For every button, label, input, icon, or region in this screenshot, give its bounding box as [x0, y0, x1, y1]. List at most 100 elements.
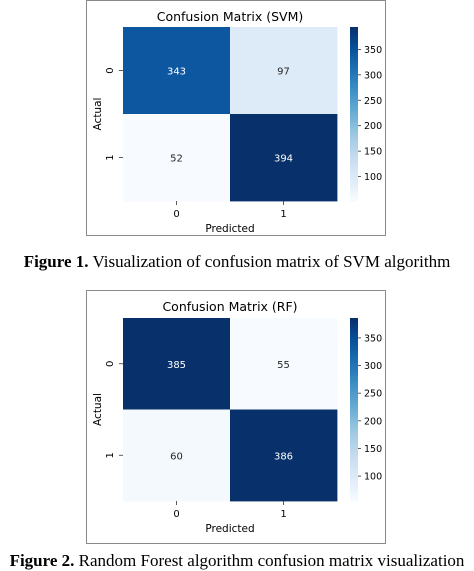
colorbar-segment: [350, 186, 358, 190]
colorbar-tick-350: 350: [364, 333, 382, 344]
colorbar-segment: [350, 491, 358, 496]
figure-2-caption: Figure 2. Random Forest algorithm confus…: [0, 551, 474, 571]
colorbar-segment: [350, 157, 358, 161]
colorbar-segment: [350, 169, 358, 173]
y-tick-label-0: 0: [105, 361, 116, 367]
x-axis-label: Predicted: [205, 223, 254, 235]
colorbar-segment: [350, 375, 358, 380]
colorbar-segment: [350, 440, 358, 444]
colorbar-segment: [350, 482, 358, 487]
cell-value-1-1: 386: [274, 451, 293, 462]
colorbar-tick-250: 250: [364, 96, 382, 107]
colorbar-tick-300: 300: [364, 70, 382, 81]
colorbar-segment: [350, 473, 358, 478]
heatmap-cell-0-1: [230, 27, 338, 115]
colorbar-segment: [350, 56, 358, 60]
svm-chart-panel: Confusion Matrix (SVM) 343 97 52 394 0 1 Predic…: [86, 0, 386, 236]
colorbar-segment: [350, 443, 358, 447]
colorbar-segment: [350, 38, 358, 42]
colorbar-segment: [350, 195, 358, 199]
chart-title: Confusion Matrix (RF): [162, 299, 297, 314]
colorbar-segment: [350, 82, 358, 86]
colorbar-tick-100: 100: [364, 472, 382, 483]
colorbar-tick-150: 150: [364, 147, 382, 158]
colorbar-segment: [350, 497, 358, 502]
colorbar-segment: [350, 174, 358, 179]
colorbar-segment: [350, 430, 358, 435]
colorbar-segment: [350, 119, 358, 124]
colorbar-segment: [350, 467, 358, 471]
colorbar-segment: [350, 93, 358, 98]
colorbar-segment: [350, 348, 358, 353]
colorbar-segment: [350, 369, 358, 374]
colorbar-segment: [350, 172, 358, 176]
y-axis-label: Actual: [92, 98, 104, 131]
heatmap-cell-1-1: [230, 114, 338, 202]
colorbar-segment: [350, 108, 358, 112]
colorbar-segment: [350, 372, 358, 377]
x-tick-label-0: 0: [173, 209, 179, 220]
colorbar-segment: [350, 333, 358, 337]
heatmap-cell-0-0: [123, 318, 231, 410]
colorbar-segment: [350, 449, 358, 453]
colorbar-segment: [350, 189, 358, 193]
colorbar-segment: [350, 32, 358, 37]
x-tick-label-1: 1: [280, 509, 286, 520]
colorbar-tick-350: 350: [364, 45, 382, 56]
y-tick-label-1: 1: [105, 452, 116, 458]
y-tick-label-0: 0: [105, 67, 116, 73]
colorbar-segment: [350, 424, 358, 429]
heatmap-cell-1-1: [230, 409, 338, 502]
colorbar-segment: [350, 160, 358, 164]
colorbar-segment: [350, 163, 358, 167]
colorbar-segment: [350, 192, 358, 196]
colorbar-segment: [350, 76, 358, 80]
colorbar-segment: [350, 464, 358, 468]
colorbar-segment: [350, 111, 358, 115]
colorbar-segment: [350, 461, 358, 465]
colorbar-segment: [350, 53, 358, 57]
colorbar-segment: [350, 125, 358, 129]
colorbar-segment: [350, 412, 358, 417]
colorbar-segment: [350, 388, 358, 392]
cell-value-0-1: 97: [277, 67, 290, 78]
colorbar-segment: [350, 458, 358, 462]
colorbar-segment: [350, 154, 358, 158]
y-tick-label-1: 1: [105, 154, 116, 160]
colorbar-segment: [350, 114, 358, 118]
colorbar-segment: [350, 44, 358, 48]
colorbar-segment: [350, 336, 358, 340]
colorbar-segment: [350, 488, 358, 493]
heatmap-cell-1-0: [123, 114, 231, 202]
colorbar-segment: [350, 409, 358, 414]
colorbar-tick-250: 250: [364, 389, 382, 400]
colorbar-segment: [350, 90, 358, 95]
x-tick-label-1: 1: [280, 209, 286, 220]
colorbar-tick-300: 300: [364, 361, 382, 372]
colorbar-segment: [350, 166, 358, 170]
cell-value-0-0: 385: [167, 360, 186, 371]
y-axis-label: Actual: [92, 393, 104, 426]
colorbar-segment: [350, 345, 358, 349]
colorbar-segment: [350, 148, 358, 153]
colorbar-segment: [350, 351, 358, 356]
colorbar-segment: [350, 470, 358, 475]
cell-value-1-1: 394: [274, 154, 293, 165]
colorbar-segment: [350, 35, 358, 40]
colorbar-segment: [350, 479, 358, 484]
cell-value-1-0: 60: [170, 451, 183, 462]
colorbar-segment: [350, 324, 358, 328]
colorbar-segment: [350, 366, 358, 371]
colorbar-segment: [350, 131, 358, 135]
colorbar-segment: [350, 436, 358, 441]
colorbar-segment: [350, 67, 358, 71]
chart-title: Confusion Matrix (SVM): [157, 9, 304, 24]
colorbar-segment: [350, 433, 358, 438]
colorbar-segment: [350, 102, 358, 106]
colorbar-segment: [350, 143, 358, 147]
colorbar-segment: [350, 85, 358, 89]
cell-value-0-0: 343: [167, 67, 186, 78]
